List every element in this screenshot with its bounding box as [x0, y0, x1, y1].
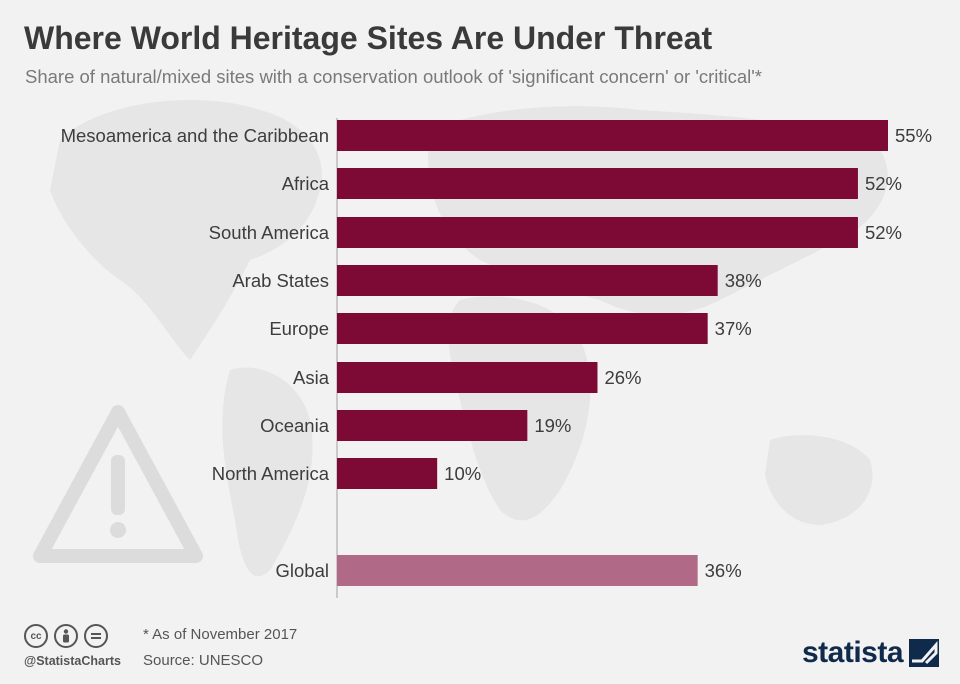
value-label: 26%	[604, 367, 641, 388]
attribution-icon	[54, 624, 78, 648]
no-derivatives-icon	[84, 624, 108, 648]
bar-south-america	[337, 217, 858, 248]
social-handle[interactable]: @StatistaCharts	[24, 654, 121, 668]
bar-africa	[337, 168, 858, 199]
source-note: Source: UNESCO	[143, 652, 264, 669]
value-label: 10%	[444, 463, 481, 484]
category-label: Africa	[282, 173, 330, 194]
category-label: Arab States	[232, 270, 329, 291]
category-label: Asia	[293, 367, 330, 388]
value-label: 38%	[725, 270, 762, 291]
bar-oceania	[337, 410, 528, 441]
value-label: 19%	[534, 415, 571, 436]
cc-icon: cc	[24, 624, 48, 648]
value-label: 52%	[865, 173, 902, 194]
bar-mesoamerica-and-the-caribbean	[337, 120, 888, 151]
value-label: 52%	[865, 222, 902, 243]
bar-global	[337, 555, 698, 586]
category-label: Europe	[269, 318, 329, 339]
bar-asia	[337, 362, 598, 393]
category-label: Mesoamerica and the Caribbean	[61, 125, 329, 146]
bar-europe	[337, 313, 708, 344]
chart-title: Where World Heritage Sites Are Under Thr…	[24, 20, 713, 56]
footnote: * As of November 2017	[143, 626, 298, 643]
license-icons: cc	[24, 624, 108, 648]
category-label: Oceania	[260, 415, 330, 436]
category-label: North America	[212, 463, 330, 484]
value-label: 36%	[705, 560, 742, 581]
statista-mark-icon	[909, 639, 940, 667]
chart-subtitle: Share of natural/mixed sites with a cons…	[25, 66, 763, 87]
value-label: 37%	[715, 318, 752, 339]
brand-name: statista	[802, 636, 904, 669]
value-label: 55%	[895, 125, 932, 146]
category-label: South America	[209, 222, 330, 243]
warning-icon	[33, 405, 203, 563]
bar-north-america	[337, 458, 438, 489]
category-label: Global	[276, 560, 329, 581]
statista-logo[interactable]: statista	[802, 636, 940, 670]
bar-arab-states	[337, 265, 718, 296]
